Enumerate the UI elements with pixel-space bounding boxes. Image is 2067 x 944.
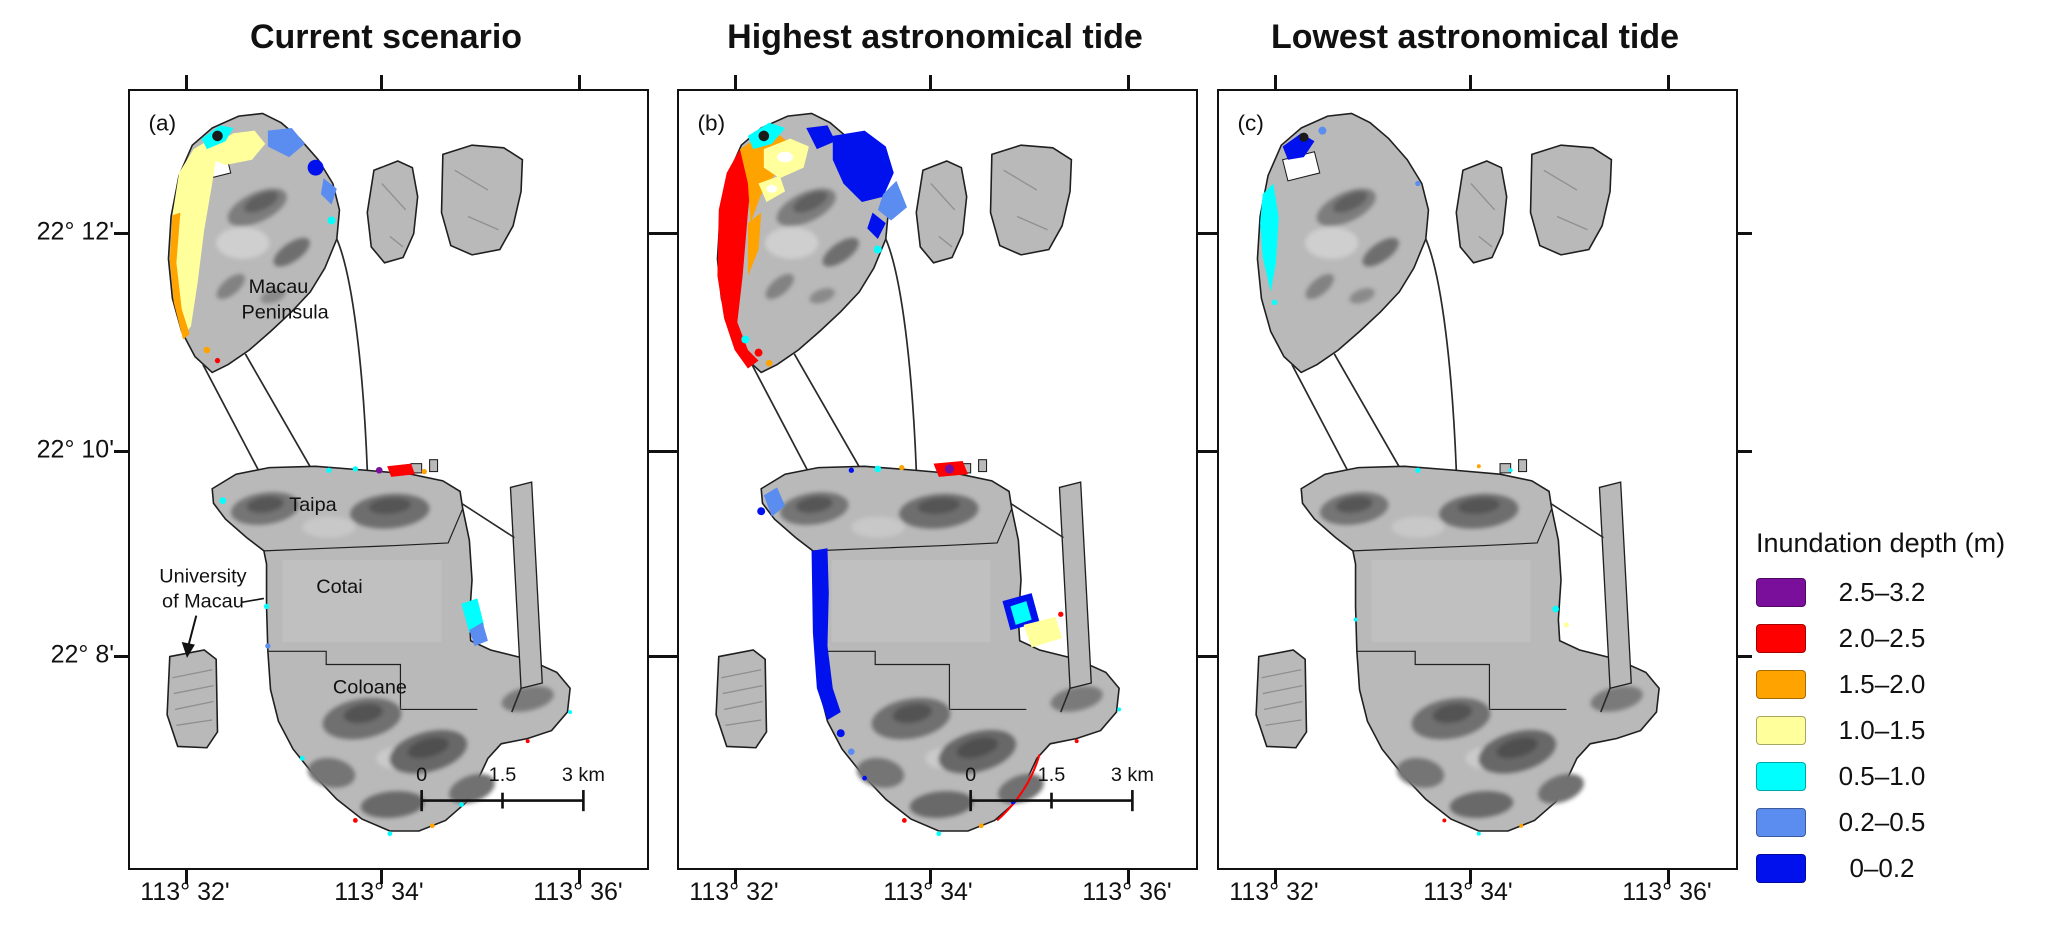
axis-tick (1738, 655, 1752, 658)
lat-label-22-12: 22° 12' (36, 217, 114, 246)
legend-label: 1.0–1.5 (1838, 715, 1926, 745)
axis-tick (578, 870, 581, 884)
legend-swatch-purple (1756, 578, 1806, 607)
panel-title-c: Lowest astronomical tide (1270, 18, 1680, 56)
svg-text:0: 0 (416, 764, 427, 786)
axis-tick (380, 870, 383, 884)
label-taipa: Taipa (289, 494, 337, 516)
legend-swatch-yellow (1756, 716, 1806, 745)
inundation-overlay-c (1260, 126, 1569, 836)
svg-text:1.5: 1.5 (1038, 764, 1066, 786)
legend-row: 1.5–2.0 (1756, 669, 2005, 700)
inundation-specks (862, 707, 1122, 837)
axis-tick (929, 75, 932, 89)
axis-tick (1469, 75, 1472, 89)
svg-text:1.5: 1.5 (489, 764, 517, 786)
legend-row: 1.0–1.5 (1756, 715, 2005, 746)
lon-label-a-34: 113° 34' (334, 878, 424, 906)
label-cotai: Cotai (316, 576, 362, 598)
axis-tick (929, 870, 932, 884)
axis-tick (380, 75, 383, 89)
legend-title: Inundation depth (m) (1756, 528, 2006, 558)
legend-swatch-red (1756, 624, 1806, 653)
legend-label: 1.5–2.0 (1838, 669, 1926, 699)
inundation-specks (1353, 464, 1569, 836)
axis-tick (734, 75, 737, 89)
legend-row: 2.0–2.5 (1756, 623, 2005, 654)
axis-tick (1738, 232, 1752, 235)
axis-tick (1667, 75, 1670, 89)
axis-tick (1203, 655, 1217, 658)
inundation-overlay-a (169, 125, 573, 837)
svg-text:Peninsula: Peninsula (241, 301, 329, 323)
axis-tick (1127, 75, 1130, 89)
legend-swatch-cyan (1756, 762, 1806, 791)
axis-tick (649, 450, 663, 453)
axis-tick (1469, 870, 1472, 884)
axis-tick (1203, 450, 1217, 453)
legend-row: 0–0.2 (1756, 853, 2005, 884)
axis-tick (1203, 232, 1217, 235)
panel-letter-a: (a) (149, 111, 177, 136)
panel-letter-c: (c) (1238, 111, 1264, 136)
legend-label: 0.5–1.0 (1838, 761, 1926, 791)
axis-tick (1274, 870, 1277, 884)
inundation-specks (263, 603, 573, 837)
axis-tick (578, 75, 581, 89)
axis-tick (663, 232, 677, 235)
legend-label: 2.0–2.5 (1838, 623, 1926, 653)
legend: Inundation depth (m) 2.5–3.2 2.0–2.5 1.5… (1756, 528, 2005, 899)
axis-tick (114, 232, 128, 235)
legend-row: 0.5–1.0 (1756, 761, 2005, 792)
label-coloane: Coloane (333, 677, 407, 699)
axis-tick (1274, 75, 1277, 89)
legend-label: 2.5–3.2 (1838, 577, 1926, 607)
axis-tick (1667, 870, 1670, 884)
svg-text:0: 0 (965, 764, 976, 786)
um-arrow (181, 597, 265, 658)
inundation-overlay-b (717, 122, 1122, 837)
axis-tick (649, 232, 663, 235)
scale-bar: 0 1.5 3 km (965, 764, 1154, 812)
map-panel-a: Macau Peninsula Taipa Cotai Coloane Univ… (114, 75, 663, 884)
legend-row: 0.2–0.5 (1756, 807, 2005, 838)
legend-swatch-orange (1756, 670, 1806, 699)
legend-swatch-blue (1756, 854, 1806, 883)
axis-tick (649, 655, 663, 658)
map-panel-b: 0 1.5 3 km (b) (663, 75, 1212, 884)
panel-title-a: Current scenario (249, 18, 523, 56)
legend-row: 2.5–3.2 (1756, 577, 2005, 608)
map-panel-c: (c) (1203, 75, 1752, 884)
svg-text:of Macau: of Macau (162, 591, 244, 613)
axis-tick (1127, 870, 1130, 884)
lon-label-c-34: 113° 34' (1423, 878, 1513, 906)
axis-tick (663, 655, 677, 658)
label-university: University (159, 566, 246, 588)
panel-letter-b: (b) (698, 111, 726, 136)
place-labels: Macau Peninsula Taipa Cotai Coloane Univ… (159, 276, 407, 698)
panel-title-b: Highest astronomical tide (727, 18, 1143, 56)
svg-text:3 km: 3 km (1111, 764, 1154, 786)
lat-label-22-10: 22° 10' (36, 435, 114, 464)
legend-label: 0–0.2 (1849, 853, 1915, 883)
axis-tick (114, 655, 128, 658)
scale-bar: 0 1.5 3 km (416, 764, 605, 812)
lat-label-22-8: 22° 8' (50, 640, 114, 669)
legend-label: 0.2–0.5 (1838, 807, 1926, 837)
legend-swatch-lightblue (1756, 808, 1806, 837)
axis-tick (114, 450, 128, 453)
axis-tick (734, 870, 737, 884)
lon-label-b-34: 113° 34' (883, 878, 973, 906)
axis-tick (1738, 450, 1752, 453)
axis-tick (663, 450, 677, 453)
svg-text:3 km: 3 km (562, 764, 605, 786)
axis-tick (185, 870, 188, 884)
axis-tick (185, 75, 188, 89)
label-macau-peninsula: Macau (249, 276, 309, 298)
